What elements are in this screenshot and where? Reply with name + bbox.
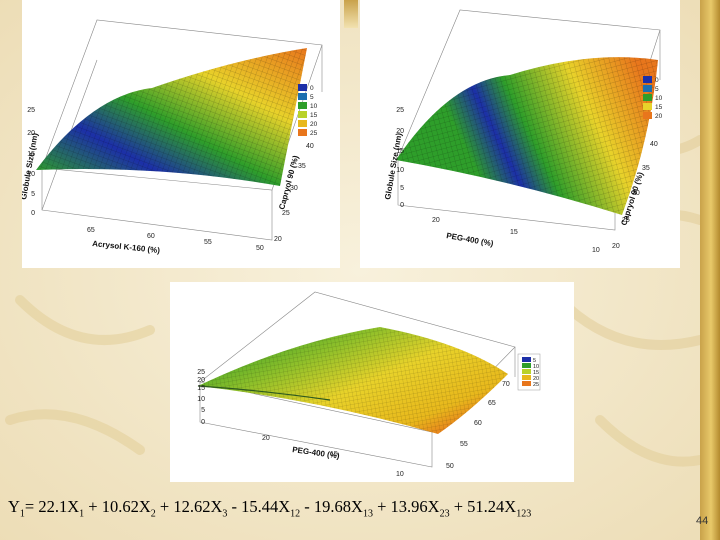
eq-part: + 12.62X — [155, 497, 223, 516]
eq-sub: 1 — [79, 508, 85, 520]
x-tick: 15 — [510, 229, 518, 236]
x-axis-label: Acrysol K-160 (%) — [92, 239, 161, 255]
z-tick: 0 — [201, 419, 205, 426]
x-tick: 15 — [330, 451, 338, 458]
eq-sub: 12 — [290, 508, 301, 520]
y-tick: 35 — [298, 163, 306, 170]
z-tick: 15 — [396, 148, 404, 155]
x-axis-label: PEG-400 (%) — [446, 231, 495, 248]
legend-label: 20 — [655, 113, 663, 120]
x-tick: 20 — [432, 217, 440, 224]
eq-part: = 22.1X — [24, 497, 80, 516]
eq-sub: 2 — [150, 508, 156, 520]
z-tick: 25 — [27, 107, 35, 114]
legend-label: 0 — [655, 77, 659, 84]
y-tick: 30 — [632, 190, 640, 197]
z-tick: 0 — [400, 202, 404, 209]
z-tick: 5 — [400, 185, 404, 192]
x-tick: 55 — [204, 239, 212, 246]
y-tick: 70 — [502, 381, 510, 388]
legend-label: 10 — [655, 95, 663, 102]
legend-label: 15 — [533, 370, 539, 376]
legend-label: 10 — [310, 103, 318, 110]
z-tick: 5 — [31, 191, 35, 198]
legend-label: 15 — [655, 104, 663, 111]
y-tick: 25 — [622, 217, 630, 224]
eq-part: + 51.24X — [449, 497, 517, 516]
eq-part: + 10.62X — [84, 497, 151, 516]
color-legend: 0 5 10 15 20 25 — [298, 84, 318, 137]
top-accent-bar — [344, 0, 358, 28]
y-tick: 30 — [290, 185, 298, 192]
eq-sub: 3 — [222, 508, 228, 520]
eq-sub: 123 — [516, 508, 532, 520]
eq-part: - 15.44X — [227, 497, 291, 516]
slide-number: 44 — [696, 515, 709, 527]
legend-label: 20 — [310, 121, 318, 128]
x-axis-label: PEG-400 (%) — [292, 445, 341, 461]
y-tick: 65 — [488, 400, 496, 407]
eq-part: - 19.68X — [300, 497, 363, 516]
legend-label: 10 — [533, 364, 539, 370]
color-legend: 5 10 15 20 25 — [517, 353, 541, 391]
regression-equation: Y1= 22.1X1 + 10.62X2 + 12.62X3 - 15.44X1… — [8, 497, 531, 519]
legend-label: 5 — [655, 86, 659, 93]
x-tick: 20 — [262, 435, 270, 442]
x-tick: 10 — [592, 247, 600, 254]
eq-sub: 13 — [362, 508, 373, 520]
x-tick: 65 — [87, 227, 95, 234]
z-tick: 15 — [27, 151, 35, 158]
eq-sub: 23 — [439, 508, 450, 520]
z-tick: 15 — [197, 385, 205, 392]
legend-label: 15 — [310, 112, 318, 119]
x-tick: 10 — [396, 471, 404, 478]
eq-part: + 13.96X — [372, 497, 440, 516]
color-legend: 0 5 10 15 20 — [643, 76, 663, 120]
y-tick: 40 — [306, 143, 314, 150]
eq-part: Y — [8, 497, 20, 516]
y-tick: 55 — [460, 441, 468, 448]
surface-plot-acrysol-capryol: 0 5 10 15 20 25 Globule Size (nm) 65 60 … — [22, 0, 340, 268]
z-tick: 20 — [197, 377, 205, 384]
surface-plot-peg-acrysol: 0 5 10 15 20 25 20 15 10 PEG-400 (%) 50 … — [170, 282, 574, 482]
y-tick: 20 — [612, 243, 620, 250]
legend-label: 5 — [310, 94, 314, 101]
legend-label: 0 — [310, 85, 314, 92]
z-tick: 10 — [27, 171, 35, 178]
y-tick: 35 — [642, 165, 650, 172]
y-tick: 20 — [274, 236, 282, 243]
z-tick: 25 — [396, 107, 404, 114]
z-tick: 10 — [396, 167, 404, 174]
x-tick: 50 — [256, 245, 264, 252]
z-tick: 20 — [27, 130, 35, 137]
z-tick: 10 — [197, 396, 205, 403]
legend-label: 20 — [533, 376, 539, 382]
z-tick: 25 — [197, 369, 205, 376]
right-accent-bar — [700, 0, 720, 540]
legend-label: 25 — [533, 382, 539, 388]
y-tick: 25 — [282, 210, 290, 217]
z-tick: 0 — [31, 210, 35, 217]
y-tick: 60 — [474, 420, 482, 427]
legend-label: 25 — [310, 130, 318, 137]
y-tick: 50 — [446, 463, 454, 470]
legend-label: 5 — [533, 358, 536, 364]
y-tick: 40 — [650, 141, 658, 148]
x-tick: 60 — [147, 233, 155, 240]
z-tick: 20 — [396, 128, 404, 135]
z-tick: 5 — [201, 407, 205, 414]
surface-plot-peg-capryol: 0 5 10 15 20 25 Globule Size (nm) 20 15 … — [360, 0, 680, 268]
eq-sub: 1 — [19, 508, 25, 520]
